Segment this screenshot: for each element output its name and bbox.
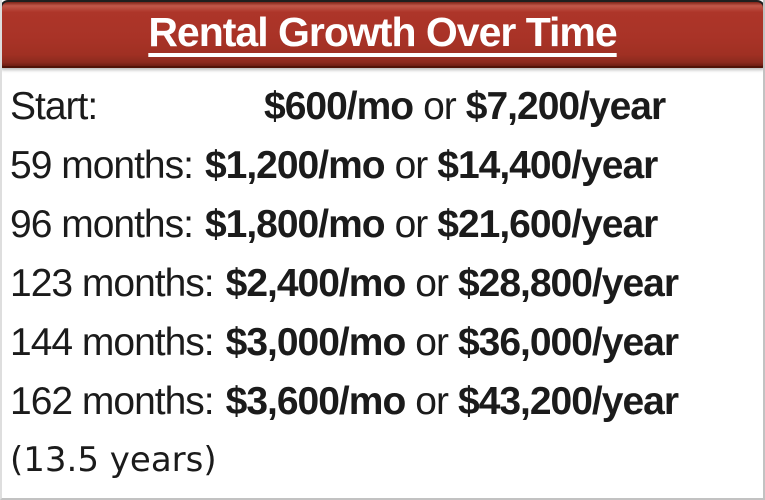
rental-row-59-months: 59 months: $1,200/mo or $14,400/year [10,136,757,195]
row-label: 162 months: [10,380,215,423]
yearly-amount: $14,400/year [437,144,658,187]
rental-row-162-months: 162 months: $3,600/mo or $43,200/year [10,372,757,431]
yearly-amount: $43,200/year [457,380,679,423]
rental-row-123-months: 123 months: $2,400/mo or $28,800/year [10,254,757,313]
yearly-amount: $7,200/year [465,85,666,128]
rental-growth-list: Start: $600/mo or $7,200/year 59 months: $1,… [2,68,763,490]
yearly-amount: $21,600/year [437,203,658,246]
row-label: 59 months: [10,144,194,187]
rental-row-144-months: 144 months: $3,000/mo or $36,000/year [10,313,757,372]
yearly-amount: $28,800/year [457,262,679,305]
row-label: 96 months: [10,203,194,246]
monthly-amount: $1,800/mo [204,203,386,246]
or-text: or [423,85,457,128]
or-text: or [415,262,449,305]
or-text: or [394,144,429,187]
monthly-amount: $2,400/mo [225,262,407,305]
row-label: 123 months: [10,262,215,305]
yearly-amount: $36,000/year [457,321,679,364]
header-bar: Rental Growth Over Time [2,0,763,68]
or-text: or [415,380,449,423]
duration-note: (13.5 years) [10,440,217,480]
monthly-amount: $1,200/mo [204,144,386,187]
row-label: 144 months: [10,321,215,364]
monthly-amount: $600/mo [264,85,414,128]
monthly-amount: $3,000/mo [225,321,407,364]
or-text: or [415,321,449,364]
monthly-amount: $3,600/mo [225,380,407,423]
page-title: Rental Growth Over Time [148,8,617,55]
rental-row-96-months: 96 months: $1,800/mo or $21,600/year [10,195,757,254]
or-text: or [394,203,429,246]
rental-row-start: Start: $600/mo or $7,200/year [10,77,757,136]
row-label: Start: [10,85,98,128]
